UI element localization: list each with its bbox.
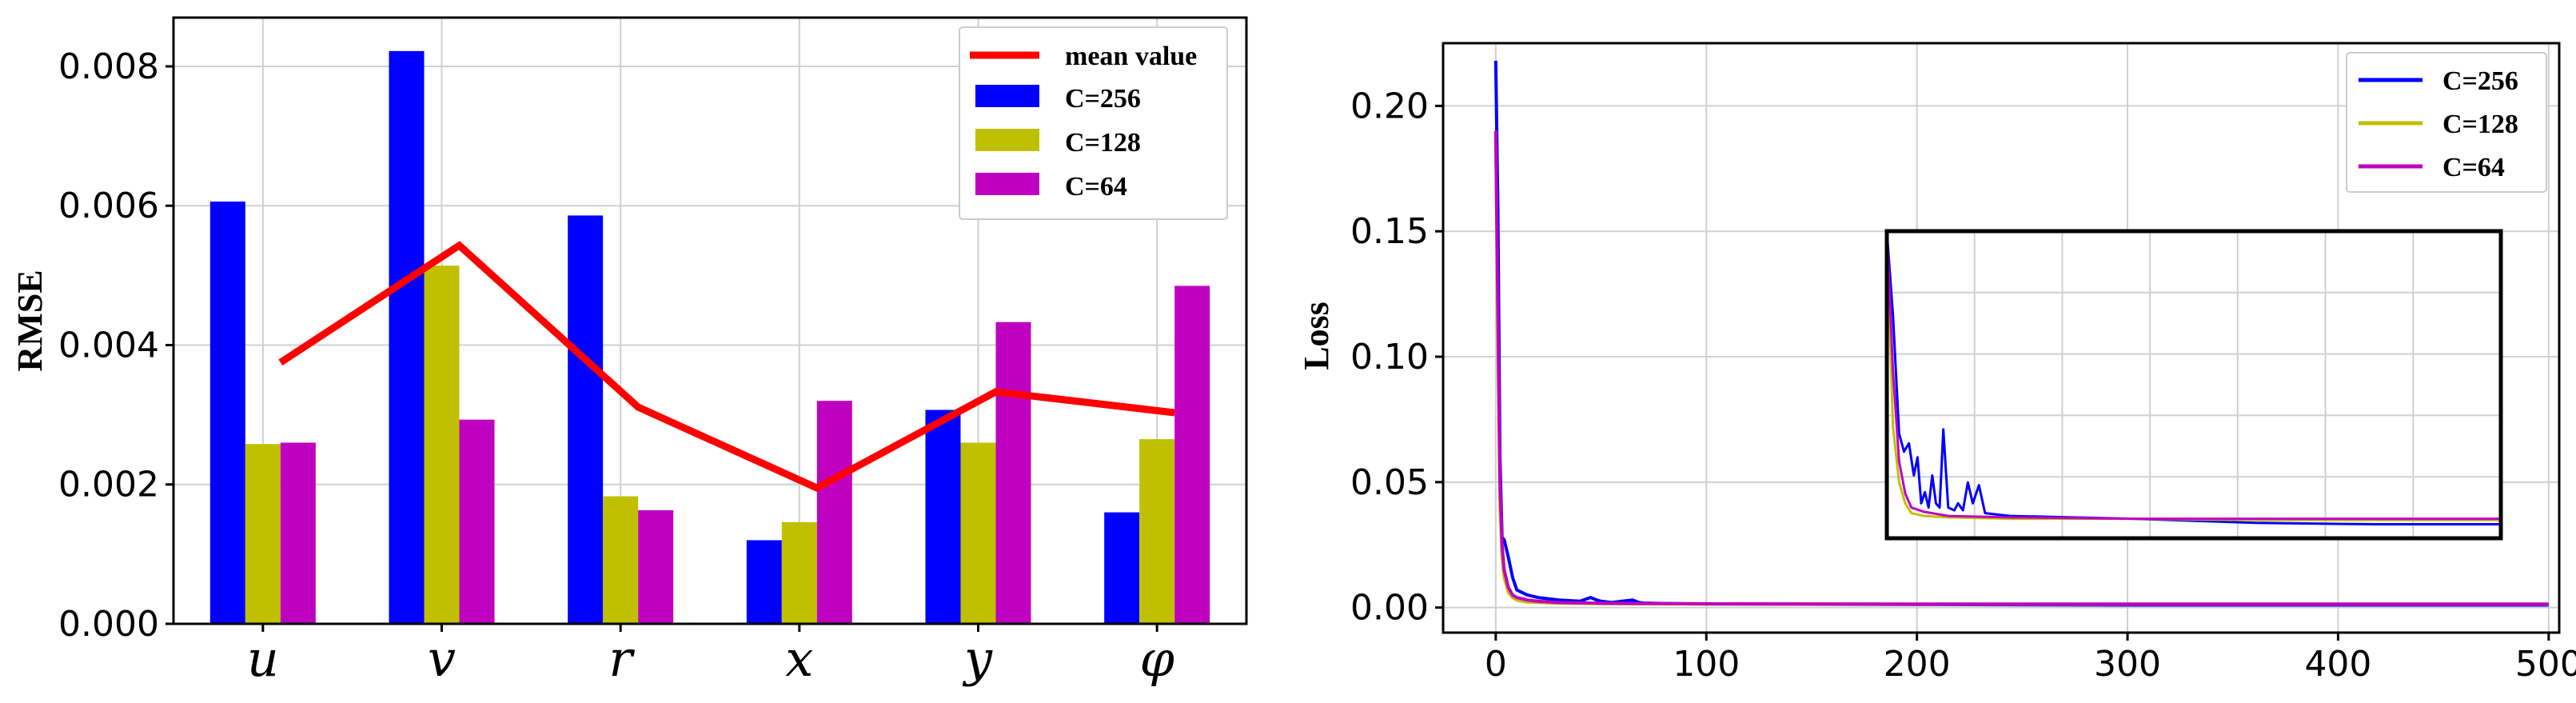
bar-chart-frame bbox=[172, 16, 1248, 625]
line-chart-frame bbox=[1442, 42, 2561, 634]
y-tick-label: 0.000 bbox=[58, 604, 159, 645]
inset-frame bbox=[1884, 229, 2503, 541]
bar-c-64-4 bbox=[995, 322, 1031, 624]
bar-c-256-2 bbox=[568, 215, 604, 624]
rmse-bar-chart: 0.000 0.002 0.004 0.006 0.008 u v r x y φ RMSE me… bbox=[10, 16, 1248, 688]
y-tick-label: 0.002 bbox=[58, 465, 159, 505]
bar-c-256-4 bbox=[925, 409, 961, 624]
legend-c128-swatch bbox=[975, 129, 1039, 151]
line-chart-x-ticks: 0 100 200 300 400 500 bbox=[1485, 633, 2576, 685]
inset-series bbox=[1885, 230, 2501, 526]
y-tick-label: 0.10 bbox=[1350, 337, 1429, 377]
x-tick-label: 100 bbox=[1673, 644, 1740, 685]
bar-c-128-1 bbox=[424, 266, 460, 624]
x-tick-label-4: y bbox=[962, 629, 993, 688]
bar-chart-y-axis-label: RMSE bbox=[10, 270, 50, 371]
legend-c64-swatch bbox=[975, 173, 1039, 195]
bar-chart-bars bbox=[209, 50, 1210, 625]
inset-line-c-64 bbox=[1885, 230, 2501, 521]
loss-line-chart: 0.00 0.05 0.10 0.15 0.20 0 100 200 300 400 500 Lo… bbox=[1297, 42, 2576, 685]
bar-c-64-1 bbox=[459, 419, 495, 624]
x-tick-label: 500 bbox=[2515, 644, 2576, 685]
bar-c-128-2 bbox=[603, 496, 639, 624]
zoom-inset bbox=[1884, 229, 2503, 541]
x-tick-label-3: x bbox=[785, 629, 813, 688]
bar-c-256-1 bbox=[389, 50, 425, 625]
bar-c-256-0 bbox=[209, 202, 245, 624]
bar-c-128-0 bbox=[245, 444, 281, 624]
loss-line-c-64 bbox=[1493, 130, 2549, 606]
x-tick-label: 0 bbox=[1485, 644, 1507, 685]
bar-c-128-4 bbox=[960, 442, 996, 624]
mean-value-line bbox=[278, 241, 1175, 493]
bar-c-64-3 bbox=[816, 401, 852, 624]
x-tick-label: 400 bbox=[2304, 644, 2371, 685]
legend-c128-label: C=128 bbox=[1065, 128, 1141, 158]
bar-chart-legend: mean value C=256 C=128 C=64 bbox=[959, 26, 1228, 220]
bar-c-128-5 bbox=[1139, 439, 1175, 624]
y-tick-label: 0.00 bbox=[1350, 588, 1429, 629]
inset-gridlines bbox=[1887, 231, 2501, 538]
y-tick-label: 0.05 bbox=[1350, 462, 1429, 503]
y-tick-label: 0.004 bbox=[58, 325, 159, 365]
y-tick-label: 0.15 bbox=[1350, 211, 1429, 252]
x-tick-label-1: v bbox=[428, 629, 456, 688]
x-tick-label: 300 bbox=[2094, 644, 2161, 685]
bar-c-256-3 bbox=[746, 540, 782, 624]
line-chart-y-axis-label: Loss bbox=[1297, 302, 1336, 370]
line-legend-box bbox=[2346, 52, 2547, 193]
y-tick-label: 0.008 bbox=[58, 46, 159, 87]
legend-line-c128-label: C=128 bbox=[2442, 110, 2518, 139]
bar-c-64-5 bbox=[1174, 286, 1210, 624]
bar-c-64-2 bbox=[638, 509, 674, 624]
y-tick-label: 0.006 bbox=[58, 186, 159, 226]
x-tick-label: 200 bbox=[1884, 644, 1951, 685]
legend-c256-swatch bbox=[975, 85, 1039, 107]
bar-legend-box bbox=[959, 26, 1228, 220]
y-tick-label: 0.20 bbox=[1350, 86, 1429, 126]
bar-c-64-0 bbox=[280, 442, 316, 624]
inset-line-c-128 bbox=[1885, 230, 2501, 521]
legend-c64-label: C=64 bbox=[1065, 172, 1127, 202]
line-chart-legend: C=256 C=128 C=64 bbox=[2346, 52, 2547, 193]
bar-c-256-5 bbox=[1104, 512, 1140, 624]
legend-line-c64-label: C=64 bbox=[2442, 153, 2505, 182]
legend-line-c256-label: C=256 bbox=[2442, 66, 2518, 96]
x-tick-label-2: r bbox=[608, 629, 635, 688]
bar-chart-y-ticks: 0.000 0.002 0.004 0.006 0.008 bbox=[58, 46, 173, 645]
inset-background bbox=[1887, 231, 2501, 538]
x-tick-label-5: φ bbox=[1139, 629, 1174, 688]
bar-c-128-3 bbox=[781, 521, 817, 624]
legend-c256-label: C=256 bbox=[1065, 84, 1141, 114]
line-chart-y-ticks: 0.00 0.05 0.10 0.15 0.20 bbox=[1350, 86, 1443, 629]
line-chart-series bbox=[1493, 60, 2549, 607]
legend-mean-label: mean value bbox=[1065, 42, 1197, 71]
x-tick-label-0: u bbox=[247, 629, 279, 688]
